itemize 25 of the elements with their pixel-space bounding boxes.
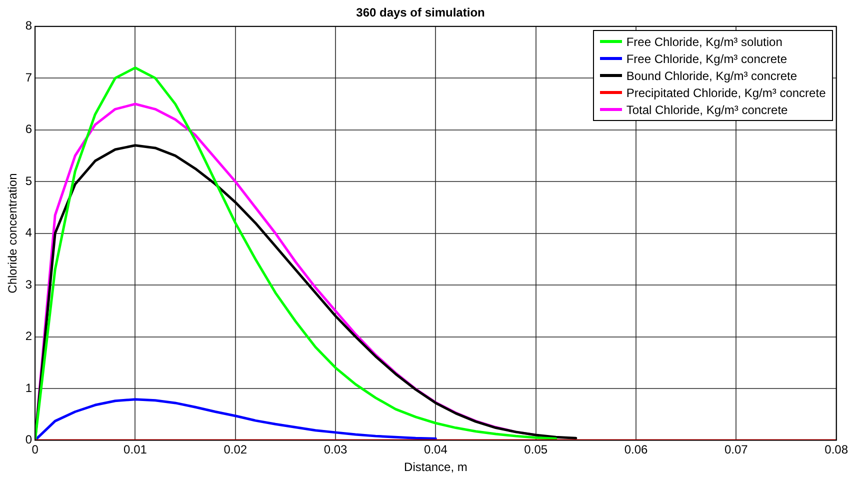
x-tick-label: 0.08 [824, 442, 848, 457]
legend-label: Free Chloride, Kg/m³ concrete [626, 52, 788, 66]
x-tick-label: 0.07 [724, 442, 748, 457]
y-tick-label: 4 [25, 226, 32, 240]
legend-label: Bound Chloride, Kg/m³ concrete [626, 68, 798, 83]
x-axis-title: Distance, m [404, 460, 468, 474]
x-tick-label: 0.01 [124, 442, 148, 457]
y-tick-label: 1 [25, 380, 32, 395]
x-tick-label: 0.02 [224, 442, 248, 457]
y-tick-label: 3 [25, 277, 32, 292]
x-tick-label: 0.05 [524, 442, 548, 457]
x-tick-label: 0.06 [624, 442, 648, 457]
y-tick-label: 2 [25, 329, 32, 344]
chart-title: 360 days of simulation [356, 6, 485, 20]
y-tick-label: 8 [25, 18, 32, 33]
legend-label: Total Chloride, Kg/m³ concrete [626, 102, 788, 117]
legend-label: Free Chloride, Kg/m³ solution [626, 34, 782, 49]
y-tick-label: 0 [25, 432, 32, 447]
y-axis-title: Chloride concentration [6, 173, 20, 294]
legend-label: Precipitated Chloride, Kg/m³ concrete [626, 86, 826, 100]
x-tick-label: 0.04 [424, 442, 448, 457]
x-tick-label: 0.03 [324, 442, 348, 457]
y-tick-label: 6 [25, 122, 32, 136]
y-tick-label: 5 [25, 174, 32, 188]
y-tick-label: 7 [25, 70, 32, 84]
